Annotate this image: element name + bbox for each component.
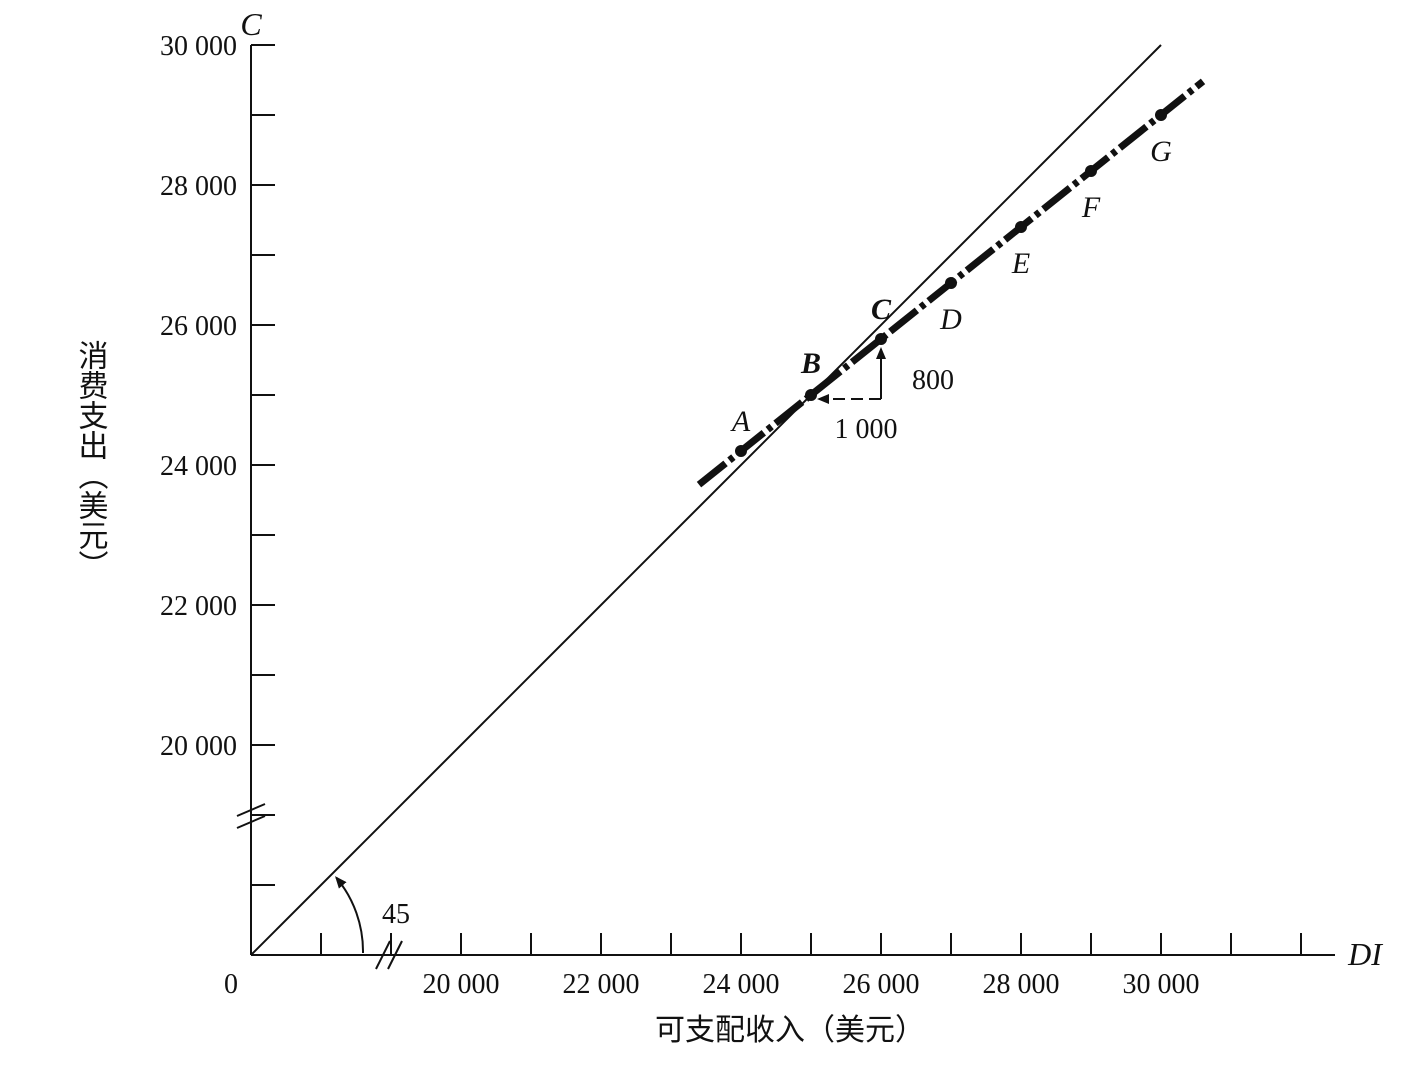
point-label-f: F [1081, 191, 1101, 224]
y-tick-label: 26 000 [160, 311, 237, 342]
x-tick-label: 20 000 [423, 969, 500, 1000]
lines-layer [250, 44, 1206, 956]
x-axis-break-mark [387, 940, 403, 970]
data-point-f [1085, 165, 1097, 177]
y-axis-symbol: C [240, 6, 262, 42]
angle-label: 45 [382, 899, 410, 930]
x-axis-title: 可支配收入（美元） [655, 1013, 925, 1048]
y-tick-label: 28 000 [160, 171, 237, 202]
y-tick-label: 30 000 [160, 31, 237, 62]
data-point-b [805, 389, 817, 401]
y-axis-title: 消费支出（美元） [73, 340, 109, 580]
point-label-d: D [939, 303, 962, 336]
y-axis-break-mark [236, 815, 266, 829]
y-tick-label: 24 000 [160, 451, 237, 482]
x-tick-label: 22 000 [563, 969, 640, 1000]
x-axis-break-mark [375, 940, 391, 970]
x-tick-label: 24 000 [703, 969, 780, 1000]
forty-five-degree-line [250, 44, 1162, 956]
data-point-a [735, 445, 747, 457]
data-point-e [1015, 221, 1027, 233]
point-label-a: A [730, 405, 751, 438]
y-tick-label: 20 000 [160, 731, 237, 762]
point-label-e: E [1011, 247, 1030, 280]
x-tick-label: 28 000 [983, 969, 1060, 1000]
point-label-b: B [800, 347, 821, 380]
marks-layer [335, 109, 1167, 954]
origin-label: 0 [224, 969, 238, 1000]
x-axis-symbol: DI [1347, 936, 1383, 972]
point-label-g: G [1150, 135, 1172, 168]
x-tick-label: 30 000 [1123, 969, 1200, 1000]
run-label: 1 000 [835, 414, 898, 445]
axes-layer [236, 44, 1335, 970]
point-label-c: C [871, 293, 892, 326]
y-axis-break-mark [236, 803, 266, 817]
data-point-c [875, 333, 887, 345]
rise-label: 800 [912, 365, 954, 396]
data-point-g [1155, 109, 1167, 121]
x-tick-label: 26 000 [843, 969, 920, 1000]
y-tick-label: 22 000 [160, 591, 237, 622]
angle-arc [335, 876, 365, 954]
text-layer: 20 000 22 000 24 000 26 000 28 000 30 000 20 0… [73, 6, 1384, 1048]
data-point-d [945, 277, 957, 289]
